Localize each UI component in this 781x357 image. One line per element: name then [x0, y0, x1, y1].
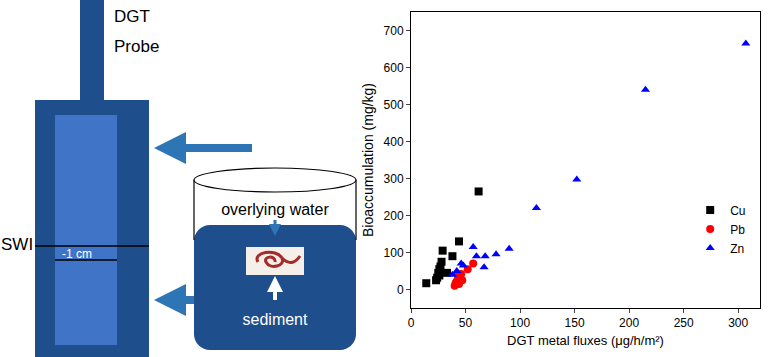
svg-text:Probe: Probe	[114, 37, 159, 56]
svg-text:overlying water: overlying water	[221, 201, 329, 218]
svg-text:150: 150	[565, 316, 585, 330]
svg-text:DGT metal fluxes (μg/h/m²): DGT metal fluxes (μg/h/m²)	[507, 333, 664, 348]
svg-text:sediment: sediment	[243, 311, 308, 328]
svg-text:Cu: Cu	[730, 204, 745, 218]
svg-text:100: 100	[384, 246, 404, 260]
svg-text:200: 200	[619, 316, 639, 330]
svg-text:500: 500	[384, 98, 404, 112]
svg-text:700: 700	[384, 24, 404, 38]
svg-text:600: 600	[384, 61, 404, 75]
svg-text:SWI: SWI	[1, 235, 33, 254]
svg-text:300: 300	[384, 172, 404, 186]
svg-text:300: 300	[728, 316, 748, 330]
svg-text:Bioaccumulation (mg/kg): Bioaccumulation (mg/kg)	[360, 83, 376, 237]
svg-text:-1 cm: -1 cm	[62, 247, 92, 261]
svg-text:100: 100	[510, 316, 530, 330]
svg-text:Pb: Pb	[730, 223, 745, 237]
svg-text:50: 50	[459, 316, 473, 330]
svg-text:DGT: DGT	[114, 7, 150, 26]
svg-text:0: 0	[397, 283, 404, 297]
svg-text:200: 200	[384, 209, 404, 223]
svg-text:0: 0	[408, 316, 415, 330]
svg-text:400: 400	[384, 135, 404, 149]
svg-text:Zn: Zn	[730, 242, 744, 256]
svg-text:250: 250	[674, 316, 694, 330]
